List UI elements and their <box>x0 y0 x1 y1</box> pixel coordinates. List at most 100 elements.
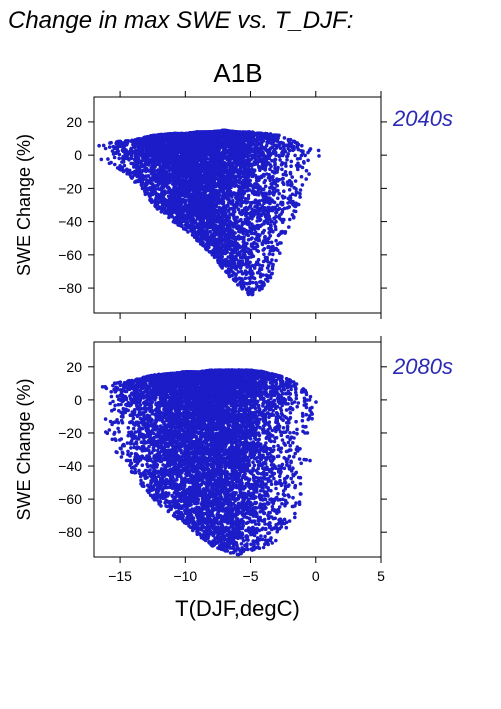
data-point <box>284 164 288 168</box>
data-point <box>273 225 278 229</box>
data-point <box>261 239 266 243</box>
data-point <box>252 210 256 214</box>
data-point <box>257 199 262 203</box>
data-point <box>274 238 278 243</box>
data-point <box>303 153 308 158</box>
data-point <box>285 158 289 162</box>
data-point <box>262 191 266 195</box>
data-point <box>265 209 270 213</box>
data-point <box>287 225 291 229</box>
data-point <box>193 160 197 164</box>
data-point <box>268 178 273 183</box>
data-point <box>99 157 104 162</box>
data-point <box>153 204 157 208</box>
data-point <box>270 158 274 163</box>
data-point <box>289 164 293 168</box>
data-point <box>273 162 277 167</box>
data-point <box>237 170 242 174</box>
data-point <box>113 162 117 167</box>
data-point <box>253 205 257 209</box>
data-point <box>106 157 110 161</box>
data-point <box>139 164 144 169</box>
data-point <box>241 231 246 236</box>
data-point <box>145 181 150 186</box>
data-point <box>250 167 254 171</box>
data-point <box>306 158 310 163</box>
data-point <box>248 225 252 229</box>
data-point <box>209 234 214 239</box>
data-points <box>97 128 321 297</box>
data-point <box>219 248 224 253</box>
data-point <box>117 156 121 161</box>
data-point <box>274 227 278 232</box>
data-point <box>302 161 306 165</box>
data-point <box>282 148 287 152</box>
data-point <box>243 262 247 267</box>
data-point <box>164 170 168 174</box>
data-point <box>298 156 302 161</box>
data-point <box>253 201 257 205</box>
data-point <box>250 189 255 194</box>
data-point <box>227 239 231 244</box>
data-point <box>238 167 242 171</box>
data-point <box>276 248 280 253</box>
data-point <box>271 140 275 144</box>
data-point <box>129 161 133 166</box>
data-point <box>97 143 101 148</box>
data-point <box>267 226 271 231</box>
data-point <box>281 172 286 177</box>
data-point <box>195 235 199 240</box>
data-point <box>133 157 137 162</box>
data-point <box>240 263 244 267</box>
data-point <box>267 236 271 240</box>
data-point <box>261 259 266 264</box>
data-point <box>249 237 253 241</box>
data-point <box>251 214 256 218</box>
data-point <box>264 132 268 136</box>
data-point <box>159 210 164 214</box>
data-point <box>295 145 300 150</box>
data-point <box>279 241 283 245</box>
data-point <box>279 218 284 222</box>
data-point <box>282 206 287 211</box>
data-point <box>275 203 280 208</box>
data-point <box>304 177 309 181</box>
data-point <box>256 249 261 254</box>
data-point <box>124 168 129 173</box>
data-point <box>261 231 265 235</box>
data-point <box>242 238 246 242</box>
data-point <box>132 163 136 167</box>
data-point <box>273 171 277 175</box>
data-point <box>145 179 150 183</box>
data-point <box>204 246 208 251</box>
data-point <box>252 231 257 236</box>
data-point <box>231 192 236 196</box>
data-point <box>153 187 158 191</box>
data-point <box>289 183 294 188</box>
data-point <box>298 191 302 196</box>
data-point <box>249 201 253 206</box>
data-point <box>263 147 268 152</box>
data-point <box>252 266 257 270</box>
data-point <box>224 258 229 263</box>
data-point <box>201 215 206 220</box>
data-point <box>242 243 247 248</box>
data-point <box>238 255 243 260</box>
data-point <box>242 200 246 204</box>
data-point <box>253 156 257 161</box>
data-point <box>185 207 189 211</box>
data-point <box>266 244 271 249</box>
data-point <box>283 170 288 174</box>
data-point <box>288 217 292 222</box>
data-point <box>216 229 220 234</box>
data-point <box>243 211 247 216</box>
data-point <box>117 152 122 157</box>
data-point <box>275 177 279 181</box>
data-point <box>242 220 246 225</box>
data-point <box>110 149 115 153</box>
data-point <box>252 192 257 197</box>
data-point <box>287 148 292 153</box>
data-point <box>300 183 305 187</box>
data-point <box>260 198 265 203</box>
